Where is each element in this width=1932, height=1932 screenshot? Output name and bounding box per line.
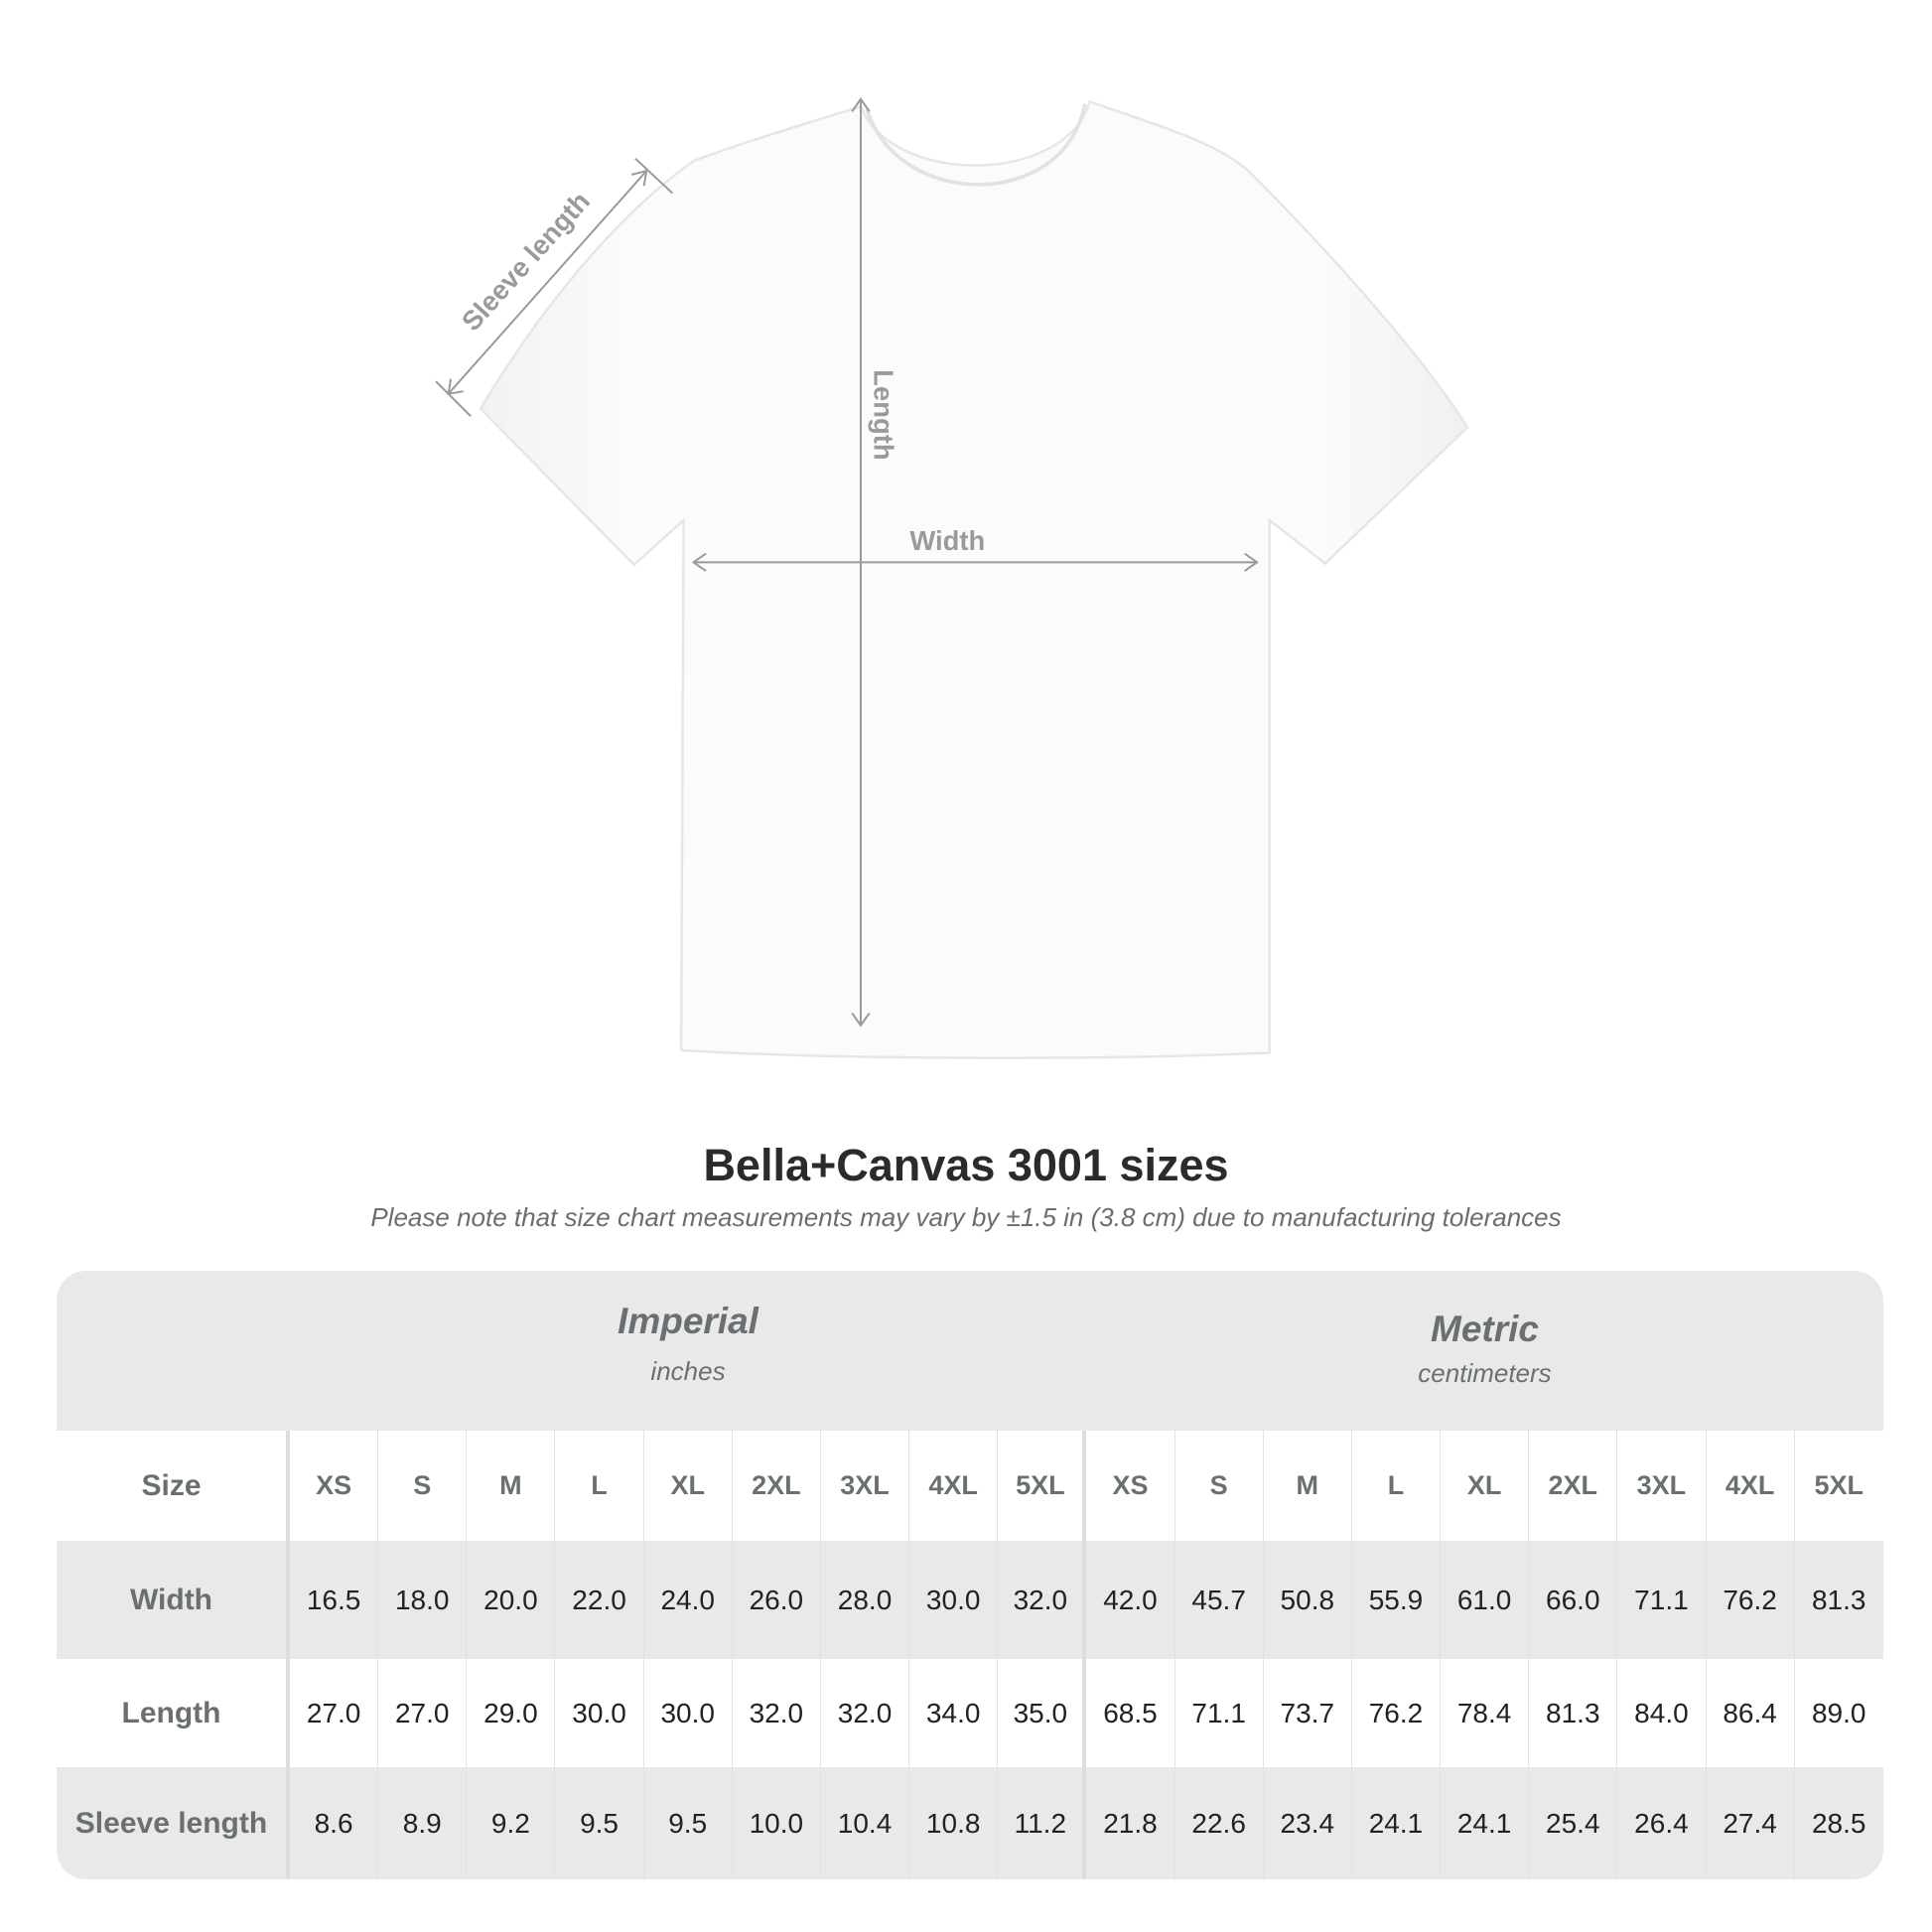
metric-cell: 45.7	[1175, 1541, 1264, 1659]
metric-cell: 84.0	[1617, 1659, 1707, 1767]
unit-header	[57, 1271, 1883, 1431]
metric-size-header: XL	[1441, 1431, 1530, 1541]
tshirt-shape	[479, 99, 1469, 1059]
row-label: Sleeve length	[57, 1767, 290, 1879]
imperial-cell: 24.0	[644, 1541, 733, 1659]
imperial-size-header: 2XL	[733, 1431, 821, 1541]
imperial-size-header: L	[555, 1431, 644, 1541]
metric-cell: 21.8	[1086, 1767, 1175, 1879]
metric-cell: 23.4	[1264, 1767, 1352, 1879]
metric-size-header: S	[1175, 1431, 1264, 1541]
metric-cell: 81.3	[1811, 1584, 1866, 1615]
imperial-cell: 10.8	[909, 1767, 999, 1879]
measurement-lines	[435, 97, 1259, 1028]
imperial-cell: 26.0	[733, 1541, 821, 1659]
metric-cell: 89.0	[1811, 1697, 1866, 1728]
imperial-cell: 28.0	[821, 1541, 910, 1659]
metric-cell: 68.5	[1086, 1659, 1175, 1767]
metric-size-header: 4XL	[1707, 1431, 1795, 1541]
imperial-size-header: 3XL	[821, 1431, 910, 1541]
metric-size-header: M	[1264, 1431, 1352, 1541]
metric-unit: centimeters	[1418, 1358, 1552, 1388]
size-table: Imperial inches Metric centimeters Size X…	[57, 1271, 1883, 1879]
chart-title: Bella+Canvas 3001 sizes	[703, 1140, 1229, 1190]
imperial-cell: 29.0	[467, 1659, 556, 1767]
imperial-size-header: XL	[644, 1431, 733, 1541]
row-label: Size	[57, 1431, 290, 1541]
imperial-cell: 10.0	[733, 1767, 821, 1879]
metric-cell: 86.4	[1707, 1659, 1795, 1767]
imperial-cell: 32.0	[733, 1659, 821, 1767]
imperial-size-header: XS	[290, 1431, 379, 1541]
imperial-cell: 16.5	[290, 1541, 379, 1659]
metric-cell: 25.4	[1529, 1767, 1618, 1879]
metric-size-header: L	[1352, 1431, 1442, 1541]
imperial-cell: 34.0	[909, 1659, 999, 1767]
metric-title: Metric	[1431, 1309, 1539, 1349]
metric-cell: 27.4	[1707, 1767, 1795, 1879]
imperial-cell: 30.0	[909, 1541, 999, 1659]
metric-cell: 24.1	[1441, 1767, 1530, 1879]
table-row: Sleeve length 8.6 8.9 9.2 9.5 9.5 10.0 10.4 10.8…	[57, 1767, 1883, 1879]
length-label: Length	[869, 369, 899, 460]
metric-size-header: 2XL	[1529, 1431, 1618, 1541]
imperial-cell: 32.0	[821, 1659, 910, 1767]
width-label: Width	[909, 525, 985, 556]
size-header-row: Size XS S M L XL 2XL 3XL 4XL 5XL XS S M L XL 2XL 3XL 4XL 5…	[57, 1431, 1883, 1541]
metric-cell: 55.9	[1352, 1541, 1442, 1659]
imperial-cell: 9.5	[644, 1767, 733, 1879]
imperial-size-header: 4XL	[909, 1431, 999, 1541]
metric-cell: 42.0	[1086, 1541, 1175, 1659]
imperial-cell: 20.0	[467, 1541, 556, 1659]
row-label: Width	[57, 1541, 290, 1659]
metric-cell: 76.2	[1352, 1659, 1442, 1767]
metric-cell: 71.1	[1617, 1541, 1707, 1659]
metric-cell: 81.3	[1529, 1659, 1618, 1767]
metric-cell: 61.0	[1441, 1541, 1530, 1659]
metric-size-header: 3XL	[1617, 1431, 1707, 1541]
imperial-size-header: 5XL	[998, 1431, 1087, 1541]
imperial-cell: 10.4	[821, 1767, 910, 1879]
imperial-cell: 8.6	[290, 1767, 379, 1879]
imperial-cell: 27.0	[290, 1659, 379, 1767]
imperial-cell: 27.0	[378, 1659, 468, 1767]
imperial-unit: inches	[650, 1356, 726, 1386]
metric-cell: 28.5	[1811, 1807, 1866, 1839]
imperial-cell: 18.0	[378, 1541, 468, 1659]
metric-cell: 78.4	[1441, 1659, 1530, 1767]
imperial-cell: 35.0	[998, 1659, 1087, 1767]
table-row: Width 16.5 18.0 20.0 22.0 24.0 26.0 28.0 30.0 32.…	[57, 1541, 1883, 1659]
imperial-cell: 11.2	[998, 1767, 1087, 1879]
metric-cell: 73.7	[1264, 1659, 1352, 1767]
imperial-cell: 32.0	[998, 1541, 1087, 1659]
metric-cell: 24.1	[1352, 1767, 1442, 1879]
imperial-header: Imperial inches	[290, 1301, 1086, 1387]
imperial-cell: 30.0	[644, 1659, 733, 1767]
metric-header: Metric centimeters	[1086, 1309, 1883, 1389]
metric-cell: 76.2	[1707, 1541, 1795, 1659]
imperial-size-header: M	[467, 1431, 556, 1541]
metric-size-header: XS	[1086, 1431, 1175, 1541]
metric-cell: 26.4	[1617, 1767, 1707, 1879]
imperial-cell: 22.0	[555, 1541, 644, 1659]
imperial-title: Imperial	[618, 1301, 759, 1341]
imperial-cell: 9.2	[467, 1767, 556, 1879]
metric-cell: 66.0	[1529, 1541, 1618, 1659]
row-label: Length	[57, 1659, 290, 1767]
imperial-cell: 30.0	[555, 1659, 644, 1767]
metric-cell: 50.8	[1264, 1541, 1352, 1659]
tolerance-note: Please note that size chart measurements…	[370, 1202, 1562, 1232]
metric-size-header: 5XL	[1814, 1470, 1863, 1500]
imperial-cell: 9.5	[555, 1767, 644, 1879]
metric-cell: 22.6	[1175, 1767, 1264, 1879]
imperial-size-header: S	[378, 1431, 468, 1541]
table-row: Length 27.0 27.0 29.0 30.0 30.0 32.0 32.0 34.0 35…	[57, 1659, 1883, 1767]
imperial-cell: 8.9	[378, 1767, 468, 1879]
metric-cell: 71.1	[1175, 1659, 1264, 1767]
